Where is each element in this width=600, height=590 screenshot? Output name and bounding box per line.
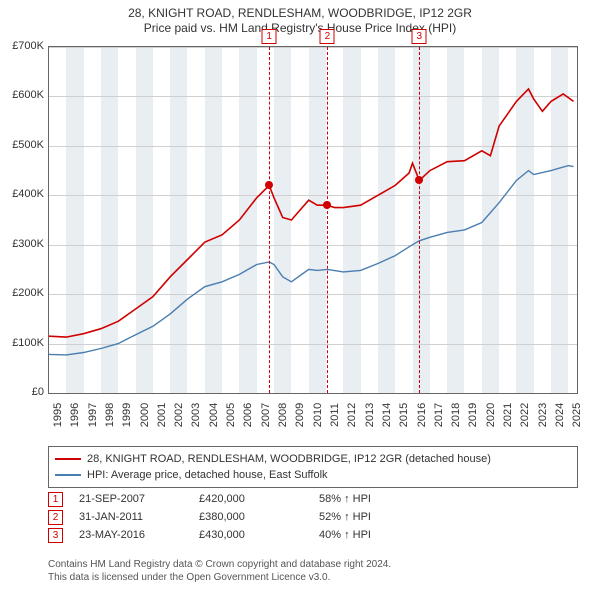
legend-swatch [55,458,81,460]
series-hpi [49,166,574,355]
x-tick-label: 1996 [69,400,81,430]
footer-line-1: Contains HM Land Registry data © Crown c… [48,558,578,571]
sale-marker-dot [265,181,273,189]
event-badge: 1 [48,492,63,507]
x-tick-label: 2011 [329,400,341,430]
x-tick-label: 1999 [121,400,133,430]
x-tick-label: 1995 [52,400,64,430]
event-row: 1 21-SEP-2007£420,00058% ↑ HPI [48,490,578,508]
event-hpi: 58% ↑ HPI [319,493,371,505]
event-price: £380,000 [199,511,319,523]
y-tick-label: £200K [0,287,44,299]
y-tick-label: £100K [0,337,44,349]
event-row: 3 23-MAY-2016£430,00040% ↑ HPI [48,526,578,544]
y-tick-label: £700K [0,40,44,52]
event-row: 2 31-JAN-2011£380,00052% ↑ HPI [48,508,578,526]
y-tick-label: £400K [0,188,44,200]
x-tick-label: 2024 [554,400,566,430]
x-tick-label: 1997 [87,400,99,430]
sale-marker-line [327,47,328,393]
sale-marker-line [269,47,270,393]
footer-attribution: Contains HM Land Registry data © Crown c… [48,558,578,584]
event-date: 23-MAY-2016 [79,529,199,541]
x-tick-label: 2023 [537,400,549,430]
x-tick-label: 2025 [571,400,583,430]
event-price: £420,000 [199,493,319,505]
event-date: 31-JAN-2011 [79,511,199,523]
legend-row: HPI: Average price, detached house, East… [55,467,571,483]
event-badge: 2 [48,510,63,525]
x-tick-label: 2020 [485,400,497,430]
x-tick-label: 2004 [208,400,220,430]
series-property [49,89,574,337]
x-tick-label: 2000 [139,400,151,430]
y-tick-label: £600K [0,89,44,101]
legend-label: 28, KNIGHT ROAD, RENDLESHAM, WOODBRIDGE,… [87,453,491,465]
x-tick-label: 2003 [190,400,202,430]
chart-container: { "title_line1": "28, KNIGHT ROAD, RENDL… [0,0,600,590]
y-tick-label: £0 [0,386,44,398]
x-tick-label: 2022 [519,400,531,430]
legend-row: 28, KNIGHT ROAD, RENDLESHAM, WOODBRIDGE,… [55,451,571,467]
footer-line-2: This data is licensed under the Open Gov… [48,571,578,584]
x-tick-label: 2002 [173,400,185,430]
x-tick-label: 2015 [398,400,410,430]
sale-marker-dot [415,176,423,184]
x-tick-label: 2021 [502,400,514,430]
title-line-1: 28, KNIGHT ROAD, RENDLESHAM, WOODBRIDGE,… [0,6,600,20]
y-tick-label: £300K [0,238,44,250]
x-tick-label: 2014 [381,400,393,430]
chart-titles: 28, KNIGHT ROAD, RENDLESHAM, WOODBRIDGE,… [0,0,600,35]
plot-area: 123 [48,46,578,394]
x-tick-label: 2009 [294,400,306,430]
line-svg [49,47,577,393]
legend-swatch [55,474,81,476]
title-line-2: Price paid vs. HM Land Registry's House … [0,21,600,35]
sale-marker-line [419,47,420,393]
event-hpi: 52% ↑ HPI [319,511,371,523]
x-tick-label: 2013 [364,400,376,430]
x-tick-label: 2010 [312,400,324,430]
x-tick-label: 1998 [104,400,116,430]
x-tick-label: 2019 [467,400,479,430]
x-tick-label: 2005 [225,400,237,430]
x-tick-label: 2007 [260,400,272,430]
x-tick-label: 2008 [277,400,289,430]
x-tick-label: 2006 [242,400,254,430]
x-tick-label: 2016 [416,400,428,430]
sale-events-list: 1 21-SEP-2007£420,00058% ↑ HPI 2 31-JAN-201… [48,490,578,544]
x-tick-label: 2012 [346,400,358,430]
event-badge: 3 [48,528,63,543]
legend-box: 28, KNIGHT ROAD, RENDLESHAM, WOODBRIDGE,… [48,446,578,488]
sale-marker-badge: 1 [262,29,277,44]
event-hpi: 40% ↑ HPI [319,529,371,541]
legend-label: HPI: Average price, detached house, East… [87,469,328,481]
sale-marker-dot [323,201,331,209]
y-tick-label: £500K [0,139,44,151]
x-tick-label: 2017 [433,400,445,430]
event-price: £430,000 [199,529,319,541]
x-tick-label: 2018 [450,400,462,430]
event-date: 21-SEP-2007 [79,493,199,505]
sale-marker-badge: 3 [412,29,427,44]
sale-marker-badge: 2 [320,29,335,44]
x-tick-label: 2001 [156,400,168,430]
